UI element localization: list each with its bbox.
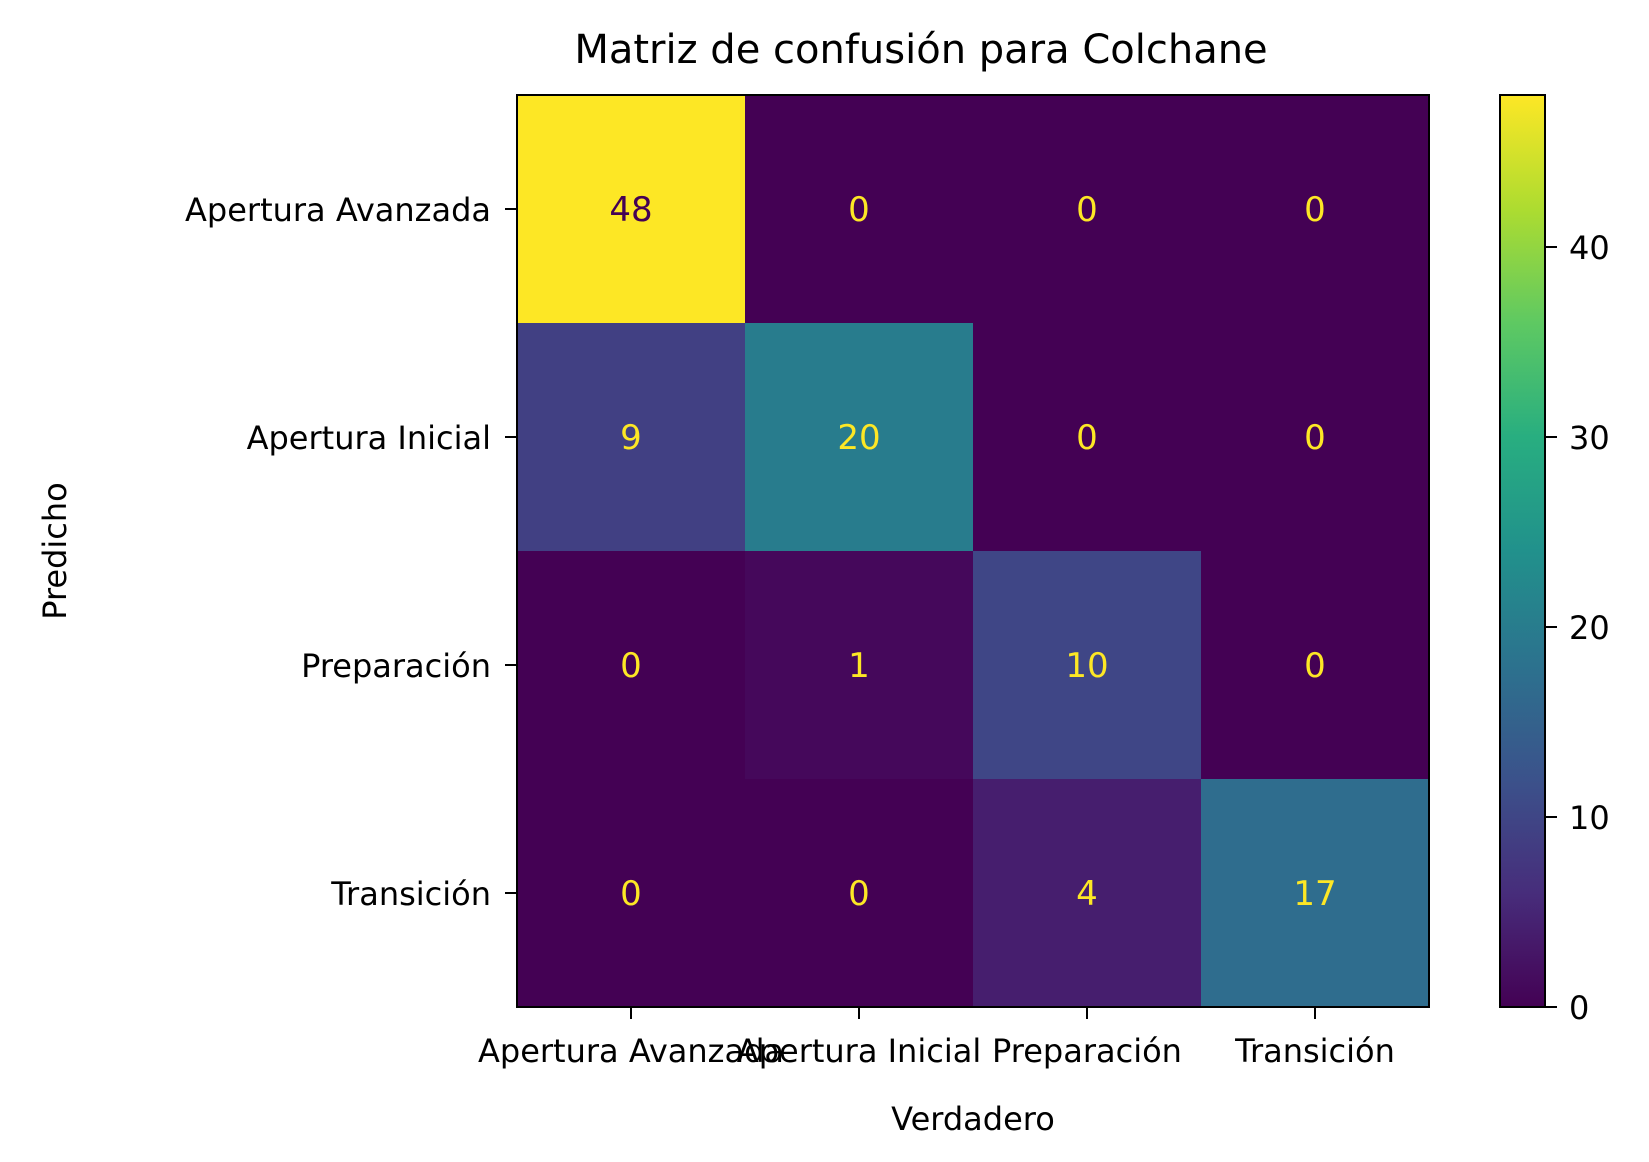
cell-value-label: 0 [1304, 418, 1326, 458]
heatmap-cell [517, 779, 746, 1008]
y-axis-label: Predicho [36, 482, 74, 620]
colorbar-tick-label: 0 [1569, 989, 1589, 1027]
cell-value-label: 0 [620, 874, 642, 914]
cell-value-label: 17 [1293, 874, 1336, 914]
chart-title: Matriz de confusión para Colchane [574, 27, 1267, 73]
heatmap-cell [1201, 551, 1430, 780]
cell-value-label: 1 [848, 646, 870, 686]
x-axis-label: Verdadero [891, 1100, 1055, 1138]
colorbar-tick-label: 30 [1569, 419, 1610, 457]
colorbar-ticks: 0 10 20 30 40 [1545, 229, 1610, 1027]
heatmap-cell [1201, 95, 1430, 324]
heatmap-cell [745, 551, 974, 780]
cell-value-label: 48 [609, 190, 652, 230]
heatmap-cell [973, 551, 1202, 780]
colorbar-tick-label: 40 [1569, 229, 1610, 267]
heatmap-cell [973, 95, 1202, 324]
heatmap-cell [973, 323, 1202, 552]
colorbar-tick-label: 10 [1569, 799, 1610, 837]
heatmap-cell [517, 551, 746, 780]
x-tick-label: Transición [1234, 1032, 1395, 1070]
plot-frame [516, 94, 1430, 1008]
y-tick-label: Transición [330, 875, 491, 913]
cell-value-label: 0 [1076, 190, 1098, 230]
cell-value-label: 4 [1076, 874, 1098, 914]
cell-value-label: 10 [1065, 646, 1108, 686]
heatmap-cell [1201, 779, 1430, 1008]
cell-value-label: 9 [620, 418, 642, 458]
heatmap-cell [745, 95, 974, 324]
colorbar [1499, 94, 1546, 1008]
cell-value-label: 20 [837, 418, 880, 458]
y-tick-label: Apertura Inicial [247, 419, 491, 457]
heatmap-cell [517, 323, 746, 552]
colorbar-tick-label: 20 [1569, 609, 1610, 647]
cell-annotations: 48 0 0 0 9 20 0 0 0 1 10 0 0 0 4 17 [609, 190, 1336, 914]
cell-value-label: 0 [848, 190, 870, 230]
cell-value-label: 0 [1304, 646, 1326, 686]
y-tick-label: Preparación [301, 647, 491, 685]
heatmap-cell [517, 95, 746, 324]
cell-value-label: 0 [1304, 190, 1326, 230]
cell-value-label: 0 [848, 874, 870, 914]
heatmap-cell [1201, 323, 1430, 552]
cell-value-label: 0 [1076, 418, 1098, 458]
x-tick-label: Preparación [992, 1032, 1182, 1070]
y-axis-ticks: Apertura Avanzada Apertura Inicial Prepara… [185, 191, 517, 913]
heatmap-cell [745, 779, 974, 1008]
heatmap-cell [973, 779, 1202, 1008]
x-tick-label: Apertura Avanzada [478, 1032, 784, 1070]
y-tick-label: Apertura Avanzada [185, 191, 491, 229]
cell-value-label: 0 [620, 646, 642, 686]
x-tick-label: Apertura Inicial [737, 1032, 981, 1070]
heatmap-cells [517, 95, 1430, 1008]
heatmap-cell [745, 323, 974, 552]
